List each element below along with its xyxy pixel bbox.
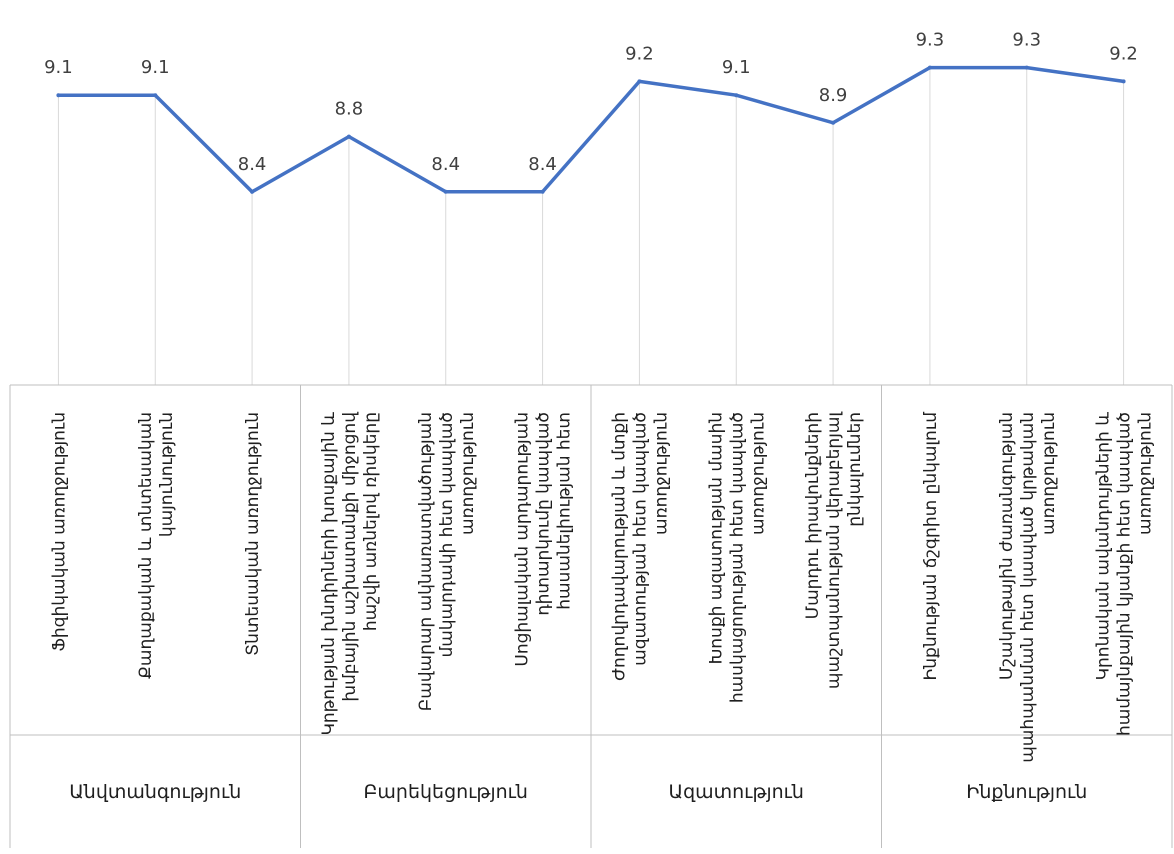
category-label-line: առողջություն <box>1039 412 1059 535</box>
data-label: 8.4 <box>528 154 557 175</box>
data-label: 8.4 <box>238 154 267 175</box>
data-label: 9.3 <box>916 30 945 51</box>
category-label: Կրոնական ավանդույթների և համայնքային կյան… <box>1094 412 1156 736</box>
category-label-line: Ժողովրդավարության և մտքի <box>609 412 629 681</box>
data-label: 8.8 <box>335 99 364 120</box>
data-point <box>443 189 448 194</box>
category-label: Տնտեսական առողջություն <box>243 412 263 656</box>
category-label: Մշակութային ժառանգության պահպանման հետ կա… <box>997 412 1059 763</box>
category-label-line: Սոցիալական արդարության <box>513 412 533 667</box>
category-label-line: Ինքնության ճշգրիտ ընկալում <box>921 412 941 681</box>
data-point <box>927 65 932 70</box>
category-label: Մարդու իրավունքների պաշտպանության վերաբեր… <box>803 411 865 689</box>
data-label: 9.2 <box>625 43 654 64</box>
category-label-line: պաշտպանության վերաբերյալ <box>824 411 844 689</box>
data-label: 8.9 <box>819 85 848 106</box>
category-label-line: առողջություն <box>1136 412 1156 535</box>
category-label: Կրթության խնդիրների խոսքային և խմբային աշ… <box>319 412 381 736</box>
data-label: 9.1 <box>44 57 73 78</box>
data-point <box>540 189 545 194</box>
category-label-line: դիտարկումը կապված <box>534 412 554 616</box>
group-label: Ազատություն <box>669 781 804 803</box>
category-label-line: հասանելիության հետ <box>555 412 575 610</box>
data-point <box>637 79 642 84</box>
series-line <box>58 65 1124 194</box>
data-point <box>1024 65 1029 70</box>
group-label: Անվտանգություն <box>69 781 241 803</box>
category-label: Խոսքի ազատության մասին հասկացողության հետ… <box>706 412 768 703</box>
data-point <box>346 134 351 139</box>
data-label: 8.4 <box>431 154 460 175</box>
category-label: Սոցիալական արդարության դիտարկումը կապված հ… <box>513 412 575 667</box>
data-label: 9.1 <box>722 57 751 78</box>
data-label: 9.3 <box>1012 30 1041 51</box>
category-label-line: ընկալումներ <box>845 412 865 527</box>
group-label: Ինքնություն <box>966 781 1087 803</box>
category-label-line: Կրթության խնդիրների խոսքային և <box>319 412 339 736</box>
data-point <box>831 120 836 125</box>
data-point <box>1121 79 1126 84</box>
data-label: 9.2 <box>1109 43 1138 64</box>
category-label: Ժողովրդավարության և մտքի ազատության հետ կ… <box>609 412 671 681</box>
category-label-line: Տնտեսական առողջություն <box>243 412 263 656</box>
data-point <box>250 189 255 194</box>
category-label: Բավարար ակնառատվածության մակարդակի հետ կա… <box>416 412 478 711</box>
data-point <box>56 93 61 98</box>
category-label-line: Մշակութային ժառանգության <box>997 412 1017 680</box>
data-point <box>734 93 739 98</box>
category-label-line: Ֆիզիկական առողջություն <box>49 412 69 652</box>
data-label: 9.1 <box>141 57 170 78</box>
category-label-line: հաշվի առնելով ռիսկերը <box>361 412 381 631</box>
category-label-line: Խոսքի ազատության մասին <box>706 412 726 664</box>
category-label-line: համայնքային կյանքի հետ կապված <box>1115 412 1135 736</box>
category-label-line: Քաղաքական և տնտեսական <box>136 412 156 679</box>
category-label-line: առողջություն <box>651 412 671 535</box>
category-label-line: խմբային աշխատանքի միջոցով <box>340 412 360 702</box>
data-point <box>153 93 158 98</box>
category-label-line: պահպանման հետ կապված կրթական <box>1018 412 1038 763</box>
category-label-line: առողջություն <box>458 412 478 535</box>
category-label-line: մակարդակի հետ կապված <box>437 412 457 658</box>
category-label-line: կայունություն <box>157 412 177 537</box>
category-label: Ինքնության ճշգրիտ ընկալում <box>921 412 941 681</box>
category-label-line: հասկացողության հետ կապված <box>727 412 747 703</box>
category-label: Քաղաքական և տնտեսական կայունություն <box>136 412 177 679</box>
category-label-line: Կրոնական ավանդույթների և <box>1094 412 1114 681</box>
category-label-line: ազատության հետ կապված <box>630 412 650 666</box>
category-label: Ֆիզիկական առողջություն <box>49 412 69 652</box>
category-label-line: Բավարար ակնառատվածության <box>416 412 436 711</box>
category-label-line: Մարդու իրավունքների <box>803 412 823 619</box>
category-label-line: առողջություն <box>748 412 768 535</box>
group-label: Բարեկեցություն <box>364 781 528 803</box>
